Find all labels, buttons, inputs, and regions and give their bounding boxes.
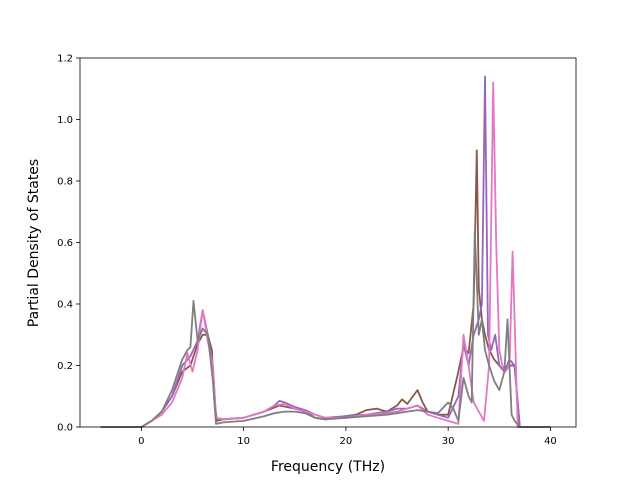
y-tick-label: 0.0 bbox=[57, 423, 73, 434]
x-tick-label: 10 bbox=[237, 436, 250, 447]
x-tick-label: 20 bbox=[340, 436, 353, 447]
y-tick-label: 0.6 bbox=[57, 238, 73, 249]
series-line-2 bbox=[100, 75, 551, 428]
y-axis-title: Partial Density of States bbox=[26, 159, 42, 327]
x-axis: 0 10 20 30 40 bbox=[138, 427, 557, 447]
plot-area bbox=[100, 75, 551, 428]
x-tick-label: 40 bbox=[544, 436, 557, 447]
y-tick-label: 0.4 bbox=[57, 300, 73, 311]
y-tick-label: 0.2 bbox=[57, 361, 73, 372]
axes-frame bbox=[79, 57, 577, 428]
y-tick-label: 0.8 bbox=[57, 177, 73, 188]
x-axis-title: Frequency (THz) bbox=[271, 459, 385, 475]
x-tick-label: 30 bbox=[442, 436, 455, 447]
series-line-3 bbox=[100, 81, 551, 428]
y-axis: 0.0 0.2 0.4 0.6 0.8 1.0 1.2 bbox=[57, 54, 80, 434]
x-tick-label: 0 bbox=[138, 436, 144, 447]
series-line-4 bbox=[100, 229, 551, 428]
y-tick-label: 1.0 bbox=[57, 115, 73, 126]
y-tick-label: 1.2 bbox=[57, 54, 73, 65]
